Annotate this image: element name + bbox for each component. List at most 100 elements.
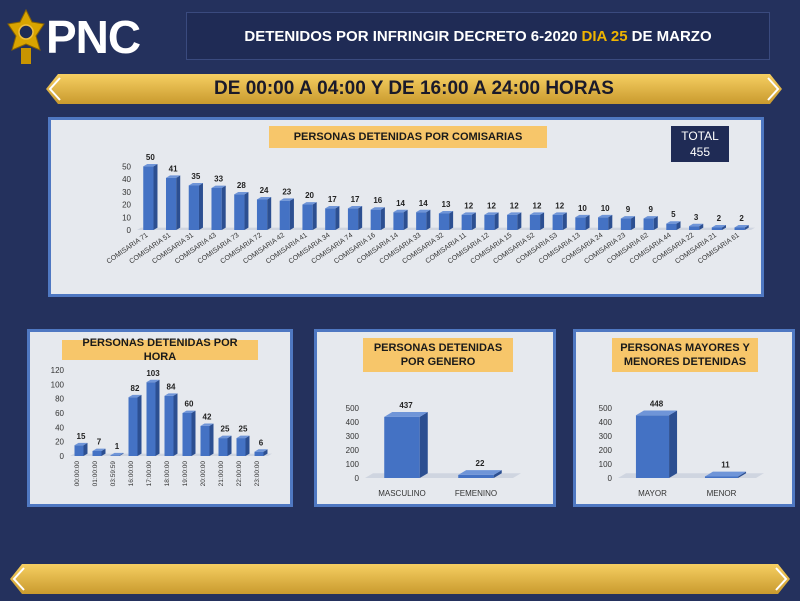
comisaria-bar: [507, 212, 522, 230]
hora-bar-top: [164, 393, 178, 396]
edad-bar: [704, 471, 747, 478]
edad-bar: [635, 410, 678, 478]
edad-bar-side: [738, 471, 747, 478]
comisaria-bar: [279, 198, 294, 230]
comisaria-value-label: 14: [396, 199, 405, 208]
comisaria-bar-top: [279, 198, 294, 201]
genero-bar-side: [493, 470, 502, 478]
comisaria-bar-side: [403, 209, 408, 230]
comisaria-bar-front: [370, 209, 381, 230]
comisaria-bar-top: [416, 209, 431, 213]
brand-name: PNC: [46, 11, 141, 63]
hora-bar-top: [110, 452, 124, 456]
comisaria-bar-side: [744, 225, 749, 230]
hora-value-label: 60: [185, 400, 194, 409]
edad-bar-front: [704, 476, 739, 478]
comisaria-bar-front: [302, 204, 313, 230]
comisaria-bar: [620, 216, 636, 230]
comisaria-value-label: 20: [305, 191, 314, 200]
comisaria-bar-top: [393, 209, 408, 213]
comisaria-bar-top: [461, 212, 476, 215]
footer-ribbon: [10, 564, 790, 594]
hora-bar-side: [119, 452, 124, 456]
hora-bar: [92, 448, 106, 456]
hora-bar-side: [173, 393, 178, 456]
hora-ytick: 60: [55, 409, 64, 418]
comisaria-bar-top: [666, 221, 681, 224]
edad-value-label: 448: [650, 399, 664, 408]
comisaria-bar-side: [722, 225, 727, 230]
comisaria-value-label: 23: [282, 187, 291, 196]
comisaria-bar: [575, 214, 590, 230]
comisaria-value-label: 3: [694, 213, 699, 222]
comisaria-bar-top: [711, 225, 727, 228]
hora-value-label: 6: [259, 438, 264, 447]
comisaria-bar-front: [165, 177, 177, 230]
comisaria-bar: [598, 214, 613, 230]
genero-ytick: 500: [346, 404, 360, 413]
genero-bar: [458, 470, 502, 478]
comisaria-bar-front: [484, 214, 495, 230]
edad-ytick: 0: [608, 474, 613, 483]
comisaria-bar: [689, 223, 704, 230]
pnc-logo: PNC: [6, 4, 146, 76]
comisaria-value-label: 12: [464, 201, 473, 210]
comisaria-bar-top: [734, 225, 749, 228]
comisaria-bar: [552, 212, 567, 230]
comisaria-value-label: 17: [328, 195, 337, 204]
hora-panel: PERSONAS DETENIDAS POR HORA 0 20 40 60 80 100…: [27, 329, 293, 507]
comisaria-bar-front: [325, 208, 336, 230]
edad-category-label: MENOR: [707, 489, 737, 498]
hora-bar-front: [110, 455, 120, 456]
comisaria-value-label: 10: [578, 204, 587, 213]
comisaria-bar-front: [666, 223, 677, 230]
comisaria-bar: [643, 216, 658, 230]
comisaria-bar: [438, 211, 454, 230]
comisaria-ytick: 50: [122, 162, 131, 171]
comisaria-bar-top: [302, 202, 317, 205]
edad-category-label: MAYOR: [638, 489, 667, 498]
hora-ytick: 100: [51, 380, 65, 389]
hora-ytick: 80: [55, 395, 64, 404]
hora-category-label: 16:00:00: [128, 461, 135, 487]
comisaria-bar-front: [711, 227, 723, 230]
hora-bar-top: [74, 442, 88, 446]
header-prefix: DETENIDOS POR INFRINGIR DECRETO 6-2020: [244, 27, 578, 45]
hora-category-label: 20:00:00: [200, 461, 207, 487]
comisaria-bar: [256, 197, 272, 230]
comisaria-bar-front: [529, 214, 541, 230]
hora-bar-front: [146, 382, 156, 456]
comisaria-value-label: 10: [601, 204, 610, 213]
comisaria-bar-side: [244, 191, 249, 230]
genero-value-label: 22: [476, 459, 485, 468]
genero-bar-side: [419, 412, 428, 478]
hora-bar: [182, 410, 196, 456]
genero-bar-top: [384, 412, 428, 417]
comisaria-value-label: 13: [442, 200, 451, 209]
comisaria-ytick: 0: [127, 226, 132, 235]
comisaria-bar: [711, 225, 727, 230]
hora-category-label: 00:00:00: [74, 461, 81, 487]
header-day: DIA 25: [581, 27, 628, 45]
comisaria-value-label: 9: [648, 205, 653, 214]
comisaria-value-label: 24: [260, 186, 269, 195]
edad-chart: 0 100 200 300 400 500 448 MAYOR 11 MENOR: [599, 399, 764, 498]
hora-chart: 0 20 40 60 80 100 120 15 00:00:00 7 01:00:00 1 03:59…: [51, 366, 272, 487]
genero-ytick: 400: [346, 418, 360, 427]
hora-bar-side: [245, 435, 250, 456]
comisaria-bar-front: [393, 212, 404, 230]
comisaria-bar-front: [279, 200, 290, 230]
comisaria-bar-side: [608, 214, 613, 230]
comisaria-bar-top: [143, 163, 158, 167]
comisaria-bar-front: [234, 194, 245, 230]
hora-value-label: 84: [167, 382, 176, 391]
hora-bar-side: [137, 394, 142, 456]
badge-icon: [7, 8, 45, 64]
comisaria-bar-side: [631, 216, 636, 230]
comisaria-bar: [234, 191, 249, 230]
genero-chart: 0 100 200 300 400 500 437 MASCULINO 22 FEMENINO: [346, 401, 521, 498]
comisaria-bar-side: [585, 214, 590, 230]
genero-bar: [384, 412, 428, 478]
hora-bar: [74, 442, 88, 456]
comisaria-bar-front: [620, 218, 632, 230]
